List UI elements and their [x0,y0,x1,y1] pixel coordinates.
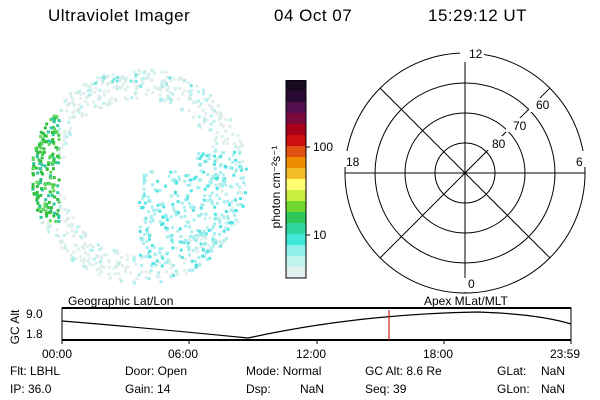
polar-diagonal-2 [379,87,551,259]
timeline-plot [61,307,572,344]
glat-label: GLat: [497,364,527,378]
colorbar-cell [286,157,306,169]
colorbar-cell [286,146,306,158]
polar-label-6: 6 [576,155,583,169]
door-value: Door: Open [125,364,188,378]
timeline-x-label-1: 06:00 [168,347,199,361]
ip-value: IP: 36.0 [10,382,52,396]
colorbar-cell [286,135,306,147]
colorbar-cell [286,80,306,92]
colorbar-cell [286,124,306,136]
colorbar-cell [286,267,306,279]
colorbar-cell [286,234,306,246]
colorbar [285,80,310,279]
polar-label-12: 12 [469,47,483,61]
polar-label-0: 0 [468,277,475,291]
time-label: 15:29:12 UT [428,6,528,25]
polar-lat-label-60: 60 [536,98,550,112]
altitude-curve [61,311,572,339]
glat-value: NaN [541,364,566,378]
timeline-y-tick-high: 9.0 [26,307,43,321]
auroral-emission [31,68,248,285]
timeline-x-label-3: 18:00 [423,347,454,361]
colorbar-cell [286,256,306,268]
timeline-x-label-2: 12:00 [296,347,327,361]
colorbar-unit-label: photon cm⁻²s⁻¹ [269,145,283,229]
timeline-y-title: GC Alt [8,309,22,345]
polar-lat-label-80: 80 [492,137,506,151]
timeline-right-label: Apex MLat/MLT [424,294,508,308]
glon-value: NaN [541,382,566,396]
gc-alt-value: GC Alt: 8.6 Re [365,364,442,378]
colorbar-gradient [286,80,306,279]
colorbar-cell [286,201,306,213]
timeline-left-label: Geographic Lat/Lon [68,294,174,308]
colorbar-cell [286,113,306,125]
colorbar-cell [286,102,306,114]
colorbar-cell [286,223,306,235]
seq-value: Seq: 39 [365,382,407,396]
polar-grid [344,48,586,294]
colorbar-cell [286,212,306,224]
colorbar-cell [286,91,306,103]
colorbar-cell [286,245,306,257]
mode-value: Mode: Normal [246,364,322,378]
colorbar-cell [286,179,306,191]
polar-label-18: 18 [346,155,360,169]
timeline-y-tick-low: 1.8 [26,327,43,341]
date-label: 04 Oct 07 [274,6,353,25]
colorbar-tick-label-10: 10 [313,228,327,242]
glon-label: GLon: [497,382,530,396]
polar-lat-label-70: 70 [513,119,527,133]
timeline-x-label-4: 23:59 [550,347,581,361]
dsp-value: NaN [300,382,325,396]
dsp-label: Dsp: [246,382,271,396]
colorbar-cell [286,168,306,180]
gain-value: Gain: 14 [125,382,171,396]
auroral-image [31,68,248,285]
colorbar-tick-label-100: 100 [313,140,334,154]
colorbar-cell [286,190,306,202]
imager-title: Ultraviolet Imager [48,6,191,25]
colorbar-frame [285,80,307,279]
timeline-x-label-0: 00:00 [42,347,73,361]
flt-value: Flt: LBHL [10,364,61,378]
